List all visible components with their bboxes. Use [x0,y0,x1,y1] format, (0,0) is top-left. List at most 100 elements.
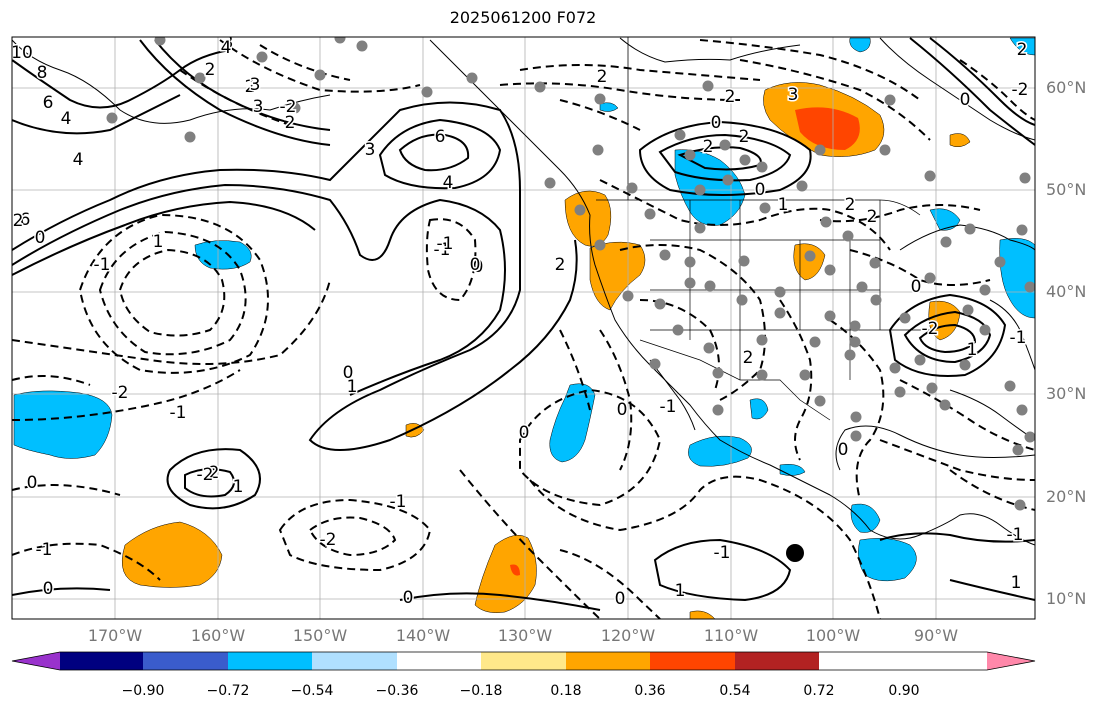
contour-label: -1 [170,403,187,423]
contour-label: 2 [867,207,878,227]
contour-label: 8 [37,63,48,83]
negative-anomaly-area [850,503,881,533]
contour-label: 1 [1011,573,1022,593]
contour-label: 1 [778,195,789,215]
contour-label: 0 [838,440,849,460]
contour-label: 2 [743,348,754,368]
colorbar-segment [60,652,143,670]
contour-label: -1 [1010,328,1027,348]
contour-label: -2 [320,530,337,550]
positive-anomaly-area [564,190,612,247]
colorbar-segment [481,652,566,670]
contour-label: 1 [153,232,164,252]
colorbar-max-arrow [987,652,1035,670]
lat-label-20n: 20°N [1046,487,1087,506]
colorbar-tick-label: −0.90 [121,683,165,699]
contour-label: -2 [112,383,129,403]
contour-label: 3 [788,85,799,105]
contour-label: -2 [197,465,214,485]
contour-label: -1 [714,543,731,563]
contour-label: 3 [253,97,264,117]
positive-anomaly-area [589,241,646,311]
contour-label: -1 [437,234,454,254]
negative-anomaly-area [13,390,113,459]
positive-anomaly-area [121,521,223,588]
negative-anomaly-area [688,435,752,467]
colorbar-segment [650,652,735,670]
contour-label: 4 [221,38,232,58]
contour-label: -1 [36,540,53,560]
colorbar-tick-label: 0.90 [888,683,920,699]
positive-anomaly-area [928,300,961,341]
colorbar-segment [566,652,650,670]
contour-label: 1 [967,340,978,360]
lat-label-40n: 40°N [1046,282,1087,301]
lat-label-30n: 30°N [1046,384,1087,403]
contour-label: 0 [615,589,626,609]
colorbar-segment [312,652,397,670]
contour-label: 0 [617,400,628,420]
positive-anomaly-area [949,133,971,148]
contour-label: 2 [845,195,856,215]
contour-label: 4 [443,173,454,193]
map-border [11,36,1036,620]
colorbar-tick-label: −0.72 [206,683,250,699]
lon-label-110w: 110°W [703,626,759,645]
negative-anomaly-area [849,37,871,53]
contour-label: -2 [280,97,297,117]
colorbar-tick-label: 0.54 [719,683,751,699]
colorbar-outline [11,651,1036,671]
negative-anomaly-area [749,398,769,420]
contour-label: -1 [434,240,451,260]
lat-label-10n: 10°N [1046,589,1087,608]
lon-label-120w: 120°W [600,626,656,645]
contour-label: 0 [519,423,530,443]
contour-label: 2 [245,77,256,97]
contour-label: -1 [660,397,677,417]
colorbar-segment [228,652,312,670]
negative-anomaly-area [929,208,961,231]
contour-label: 0 [403,588,414,608]
negative-anomaly-area [858,538,917,582]
negative-anomaly-area [599,102,619,112]
positive-anomaly-area [793,243,826,281]
contour-label: -2 [922,319,939,339]
contour-label: 3 [365,140,376,160]
contour-label: 0 [755,180,766,200]
contour-label: 2 [13,211,24,231]
contour-label: 2 [1017,40,1028,60]
contour-label: -2 [1012,80,1029,100]
contour-label: 0 [473,257,484,277]
contour-label: 0 [343,363,354,383]
marker-dot [786,544,804,562]
colorbar-tick-label: 0.18 [550,683,582,699]
positive-anomaly-area [795,107,860,150]
negative-anomaly-area [549,383,596,463]
colorbar-tick-label: 0.36 [634,683,666,699]
contour-label: 2 [555,255,566,275]
contour-label: 0 [35,228,46,248]
contour-label: 6 [435,127,446,147]
negative-anomaly-area [999,238,1035,319]
lon-label-140w: 140°W [395,626,451,645]
contour-label: 0 [911,277,922,297]
contour-label: 2 [703,137,714,157]
colorbar-segment [735,652,819,670]
contour-label: 1 [675,581,686,601]
lon-label-90w: 90°W [913,626,959,645]
contour-label: 6 [20,210,31,230]
map-title: 2025061200 F072 [449,8,597,27]
contour-label: 6 [43,93,54,113]
colorbar [11,651,1036,671]
colorbar-tick-label: −0.36 [375,683,419,699]
contour-label: 4 [61,109,72,129]
contour-label: 3 [223,33,234,53]
station-dots [106,37,1035,511]
lat-label-60n: 60°N [1046,78,1087,97]
contour-label: 0 [27,473,38,493]
colorbar-tick-label: −0.54 [290,683,334,699]
contour-label: 1 [233,477,244,497]
contour-label: 0 [43,579,54,599]
